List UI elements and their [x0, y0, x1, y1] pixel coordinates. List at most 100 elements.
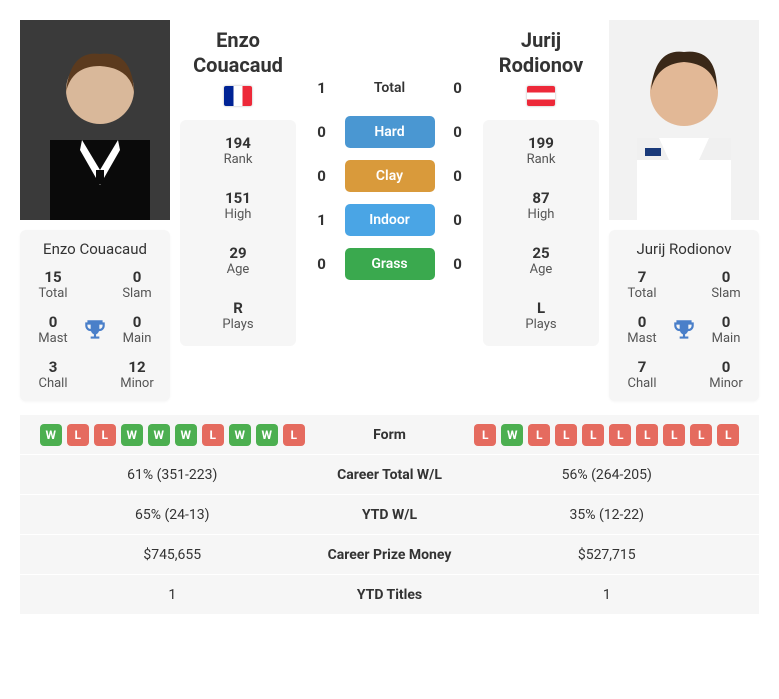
player1-titles-card: Enzo Couacaud 15Total 0Slam 0Mast 0Main …	[20, 230, 170, 401]
p1-main-titles: 0Main	[110, 313, 164, 346]
p1-form: WLLWWWLWWL	[30, 424, 315, 446]
win-chip[interactable]: W	[229, 424, 251, 446]
ytd-wl-label: YTD W/L	[315, 507, 465, 523]
player2-last: Rodionov	[483, 53, 599, 78]
player1-card-name: Enzo Couacaud	[26, 240, 164, 258]
win-chip[interactable]: W	[256, 424, 278, 446]
h2h-clay-label[interactable]: Clay	[345, 160, 435, 192]
trophy-icon	[80, 317, 110, 343]
p2-main-titles: 0Main	[699, 313, 753, 346]
h2h-indoor-p2: 0	[443, 211, 473, 229]
win-chip[interactable]: W	[121, 424, 143, 446]
h2h-total-p1: 1	[307, 79, 337, 97]
loss-chip[interactable]: L	[582, 424, 604, 446]
win-chip[interactable]: W	[175, 424, 197, 446]
player1-photo[interactable]	[20, 20, 170, 220]
player2-name-block: Jurij Rodionov	[483, 20, 599, 110]
form-label: Form	[315, 427, 465, 443]
player2-first: Jurij	[483, 28, 599, 53]
form-row: WLLWWWLWWL Form LWLLLLLLLL	[20, 415, 759, 455]
p1-career-wl: 61% (351-223)	[30, 467, 315, 483]
ytd-titles-label: YTD Titles	[315, 587, 465, 603]
p1-total-titles: 15Total	[26, 268, 80, 301]
loss-chip[interactable]: L	[636, 424, 658, 446]
h2h-indoor-row: 1 Indoor 0	[307, 204, 473, 236]
h2h-clay-p2: 0	[443, 167, 473, 185]
france-flag-icon	[224, 86, 252, 106]
p1-mast-titles: 0Mast	[26, 313, 80, 346]
win-chip[interactable]: W	[148, 424, 170, 446]
p1-minor-titles: 12Minor	[110, 358, 164, 391]
player2-titles-card: Jurij Rodionov 7Total 0Slam 0Mast 0Main …	[609, 230, 759, 401]
win-chip[interactable]: W	[501, 424, 523, 446]
p2-rank: 199Rank	[489, 134, 593, 167]
p2-total-titles: 7Total	[615, 268, 669, 301]
h2h-indoor-label[interactable]: Indoor	[345, 204, 435, 236]
h2h-total-p2: 0	[443, 79, 473, 97]
player1-name-stats-column: Enzo Couacaud 194Rank 151High 29Age RPla…	[180, 20, 296, 401]
win-chip[interactable]: W	[40, 424, 62, 446]
loss-chip[interactable]: L	[528, 424, 550, 446]
h2h-clay-p1: 0	[307, 167, 337, 185]
player1-name-block: Enzo Couacaud	[180, 20, 296, 110]
p1-slam-titles: 0Slam	[110, 268, 164, 301]
p2-career-wl: 56% (264-205)	[465, 467, 750, 483]
p2-mast-titles: 0Mast	[615, 313, 669, 346]
career-wl-label: Career Total W/L	[315, 467, 465, 483]
ytd-wl-row: 65% (24-13) YTD W/L 35% (12-22)	[20, 495, 759, 535]
comparison-table: WLLWWWLWWL Form LWLLLLLLLL 61% (351-223)…	[20, 415, 759, 615]
player1-stats-card: 194Rank 151High 29Age RPlays	[180, 120, 296, 346]
h2h-grass-label[interactable]: Grass	[345, 248, 435, 280]
player2-card-name: Jurij Rodionov	[615, 240, 753, 258]
h2h-center-column: 1 Total 0 0 Hard 0 0 Clay 0 1 Indoor 0 0…	[306, 20, 473, 401]
h2h-indoor-p1: 1	[307, 211, 337, 229]
player2-name-stats-column: Jurij Rodionov 199Rank 87High 25Age LPla…	[483, 20, 599, 401]
prize-row: $745,655 Career Prize Money $527,715	[20, 535, 759, 575]
h2h-clay-row: 0 Clay 0	[307, 160, 473, 192]
h2h-grass-row: 0 Grass 0	[307, 248, 473, 280]
austria-flag-icon	[527, 86, 555, 106]
p1-ytd-wl: 65% (24-13)	[30, 507, 315, 523]
p2-minor-titles: 0Minor	[699, 358, 753, 391]
p2-chall-titles: 7Chall	[615, 358, 669, 391]
p2-form: LWLLLLLLLL	[465, 424, 750, 446]
player1-first: Enzo	[180, 28, 296, 53]
h2h-hard-p1: 0	[307, 123, 337, 141]
player1-column: Enzo Couacaud 15Total 0Slam 0Mast 0Main …	[20, 20, 170, 401]
p1-plays: RPlays	[186, 299, 290, 332]
p2-ytd-titles: 1	[465, 587, 750, 603]
p1-ytd-titles: 1	[30, 587, 315, 603]
ytd-titles-row: 1 YTD Titles 1	[20, 575, 759, 615]
p1-age: 29Age	[186, 244, 290, 277]
p1-prize: $745,655	[30, 547, 315, 563]
p1-chall-titles: 3Chall	[26, 358, 80, 391]
loss-chip[interactable]: L	[690, 424, 712, 446]
player2-column: Jurij Rodionov 7Total 0Slam 0Mast 0Main …	[609, 20, 759, 401]
h2h-total-label: Total	[345, 72, 435, 104]
player2-stats-card: 199Rank 87High 25Age LPlays	[483, 120, 599, 346]
loss-chip[interactable]: L	[94, 424, 116, 446]
loss-chip[interactable]: L	[663, 424, 685, 446]
h2h-hard-label[interactable]: Hard	[345, 116, 435, 148]
player2-photo[interactable]	[609, 20, 759, 220]
loss-chip[interactable]: L	[283, 424, 305, 446]
trophy-icon	[669, 317, 699, 343]
h2h-hard-p2: 0	[443, 123, 473, 141]
h2h-grass-p2: 0	[443, 255, 473, 273]
p2-slam-titles: 0Slam	[699, 268, 753, 301]
h2h-hard-row: 0 Hard 0	[307, 116, 473, 148]
career-wl-row: 61% (351-223) Career Total W/L 56% (264-…	[20, 455, 759, 495]
p1-high: 151High	[186, 189, 290, 222]
loss-chip[interactable]: L	[609, 424, 631, 446]
p2-prize: $527,715	[465, 547, 750, 563]
loss-chip[interactable]: L	[67, 424, 89, 446]
loss-chip[interactable]: L	[717, 424, 739, 446]
h2h-total-row: 1 Total 0	[307, 72, 473, 104]
player1-last: Couacaud	[180, 53, 296, 78]
loss-chip[interactable]: L	[555, 424, 577, 446]
loss-chip[interactable]: L	[202, 424, 224, 446]
p2-ytd-wl: 35% (12-22)	[465, 507, 750, 523]
p1-rank: 194Rank	[186, 134, 290, 167]
loss-chip[interactable]: L	[474, 424, 496, 446]
h2h-grass-p1: 0	[307, 255, 337, 273]
